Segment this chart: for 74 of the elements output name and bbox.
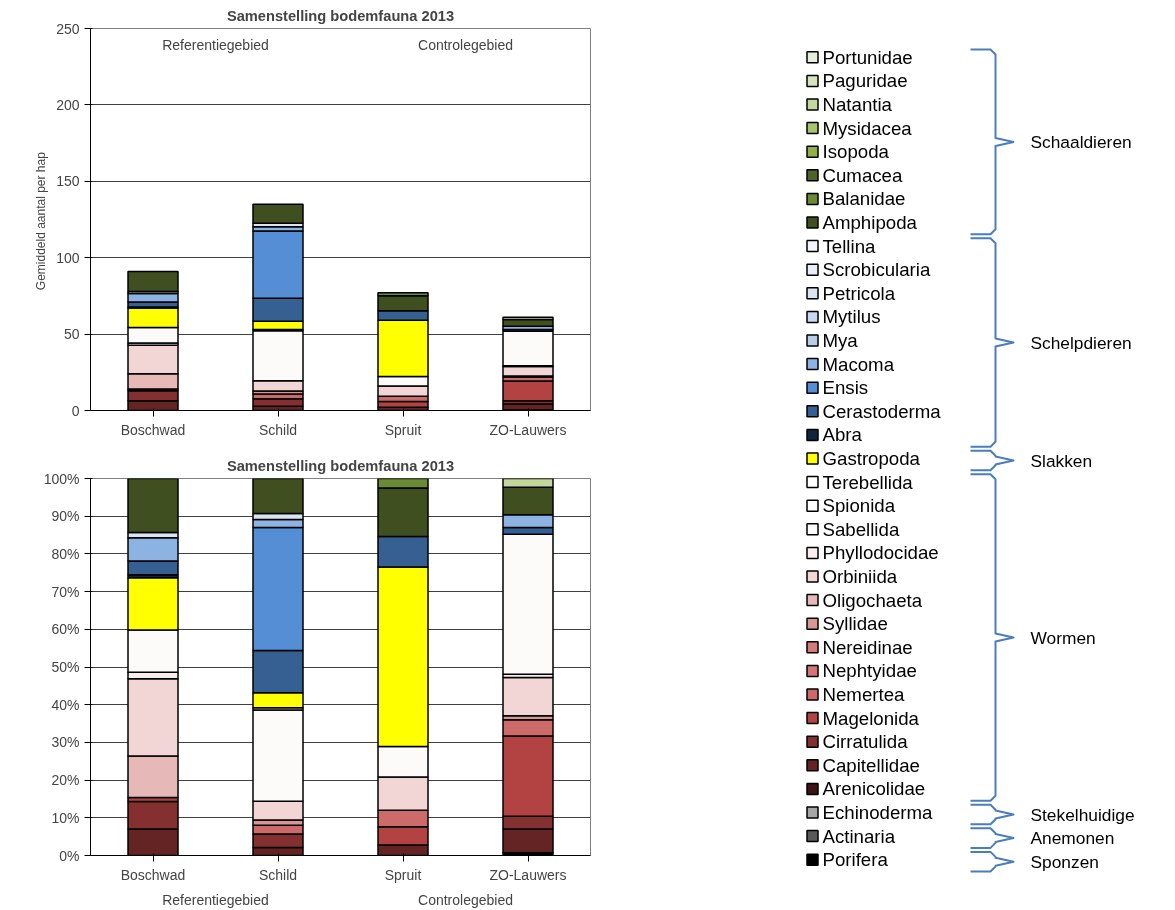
legend-label: Mya bbox=[822, 330, 859, 351]
legend-label: Orbiniida bbox=[822, 566, 898, 587]
legend-label: Cerastoderma bbox=[822, 400, 942, 422]
legend-label: Petricola bbox=[822, 282, 896, 304]
legend-label: Cumacea bbox=[822, 164, 903, 186]
text: Wormen bbox=[1030, 627, 1096, 648]
text: Anemonen bbox=[1030, 828, 1115, 849]
legend-label: Sabellida bbox=[822, 518, 900, 540]
legend-label: Nereidinae bbox=[822, 636, 913, 658]
y-tick-label: 30% bbox=[51, 734, 80, 751]
legend-label: Nemertea bbox=[822, 684, 906, 705]
x-tick-label: ZO-Lauwers bbox=[489, 866, 567, 883]
legend-label: Scrobicularia bbox=[822, 259, 931, 281]
text: Slakken bbox=[1030, 450, 1093, 471]
y-tick-label: 250 bbox=[56, 20, 80, 37]
text: Controlegebied bbox=[418, 891, 513, 908]
y-tick-label: 50 bbox=[63, 326, 80, 343]
x-tick-label: Boschwad bbox=[120, 866, 186, 883]
text: Schaaldieren bbox=[1030, 131, 1132, 152]
legend-label: Oligochaeta bbox=[822, 589, 923, 611]
legend-label: Magelonida bbox=[822, 707, 920, 729]
text: Stekelhuidige bbox=[1030, 804, 1135, 825]
y-tick-label: 100 bbox=[56, 249, 80, 266]
chart-title: Samenstelling bodemfauna 2013 bbox=[226, 7, 455, 24]
legend-label: Balanidae bbox=[822, 188, 906, 210]
legend-label: Amphipoda bbox=[822, 212, 918, 233]
legend-label: Porifera bbox=[822, 849, 889, 871]
y-tick-label: 150 bbox=[56, 173, 80, 190]
x-tick-label: Schild bbox=[258, 421, 298, 438]
y-tick-label: 100% bbox=[43, 470, 80, 487]
legend-label: Echinoderma bbox=[822, 802, 934, 823]
y-tick-label: 20% bbox=[51, 772, 80, 789]
legend-label: Syllidae bbox=[822, 613, 888, 635]
x-tick-label: Spruit bbox=[384, 866, 422, 883]
legend-label: Portunidae bbox=[822, 46, 913, 68]
x-tick-label: Spruit bbox=[384, 421, 422, 438]
legend-label: Spionida bbox=[822, 495, 896, 517]
legend-label: Terebellida bbox=[822, 471, 914, 493]
x-tick-label: Boschwad bbox=[120, 421, 186, 438]
y-tick-label: 0% bbox=[59, 847, 80, 864]
y-axis-title: Gemiddeld aantal per hap bbox=[34, 151, 49, 291]
legend-label: Capitellidae bbox=[822, 754, 920, 776]
legend-label: Paguridae bbox=[822, 70, 908, 92]
annotation: Referentiegebied bbox=[162, 36, 269, 53]
text: Referentiegebied bbox=[162, 891, 269, 908]
y-tick-label: 10% bbox=[51, 809, 80, 826]
legend-label: Gastropoda bbox=[822, 448, 921, 469]
y-tick-label: 80% bbox=[51, 545, 80, 562]
y-tick-label: 0 bbox=[71, 402, 80, 419]
legend-label: Isopoda bbox=[822, 141, 890, 163]
legend-label: Mytilus bbox=[822, 306, 881, 328]
legend-label: Arenicolidae bbox=[822, 778, 926, 800]
legend-label: Abra bbox=[822, 424, 863, 446]
y-tick-label: 50% bbox=[51, 659, 80, 675]
legend-label: Mysidacea bbox=[822, 117, 913, 139]
y-tick-label: 90% bbox=[51, 508, 80, 525]
x-tick-label: Schild bbox=[258, 866, 298, 883]
y-tick-label: 70% bbox=[51, 583, 80, 600]
y-tick-label: 200 bbox=[56, 96, 80, 113]
x-tick-label: ZO-Lauwers bbox=[489, 421, 567, 438]
legend-label: Macoma bbox=[822, 353, 895, 375]
text: Schelpdieren bbox=[1030, 332, 1132, 353]
text: Sponzen bbox=[1030, 851, 1099, 872]
y-tick-label: 60% bbox=[51, 621, 80, 638]
legend-label: Ensis bbox=[822, 377, 869, 399]
legend-label: Cirratulida bbox=[822, 731, 909, 753]
legend-label: Phyllodocidae bbox=[822, 542, 939, 564]
y-tick-label: 40% bbox=[51, 696, 80, 713]
legend-label: Nephtyidae bbox=[822, 660, 917, 682]
annotation: Controlegebied bbox=[418, 36, 513, 53]
chart-title: Samenstelling bodemfauna 2013 bbox=[226, 457, 455, 474]
legend-label: Actinaria bbox=[822, 825, 896, 847]
legend-label: Tellina bbox=[822, 235, 877, 257]
legend-label: Natantia bbox=[822, 94, 893, 115]
